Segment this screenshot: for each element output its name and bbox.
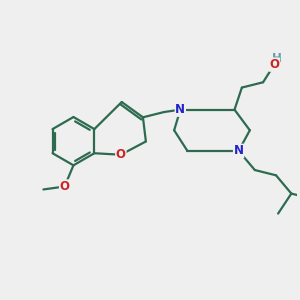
Text: N: N <box>234 144 244 158</box>
Text: O: O <box>116 148 126 161</box>
Text: O: O <box>269 58 279 71</box>
Text: H: H <box>272 52 281 64</box>
Text: O: O <box>60 180 70 193</box>
Text: N: N <box>175 103 185 116</box>
